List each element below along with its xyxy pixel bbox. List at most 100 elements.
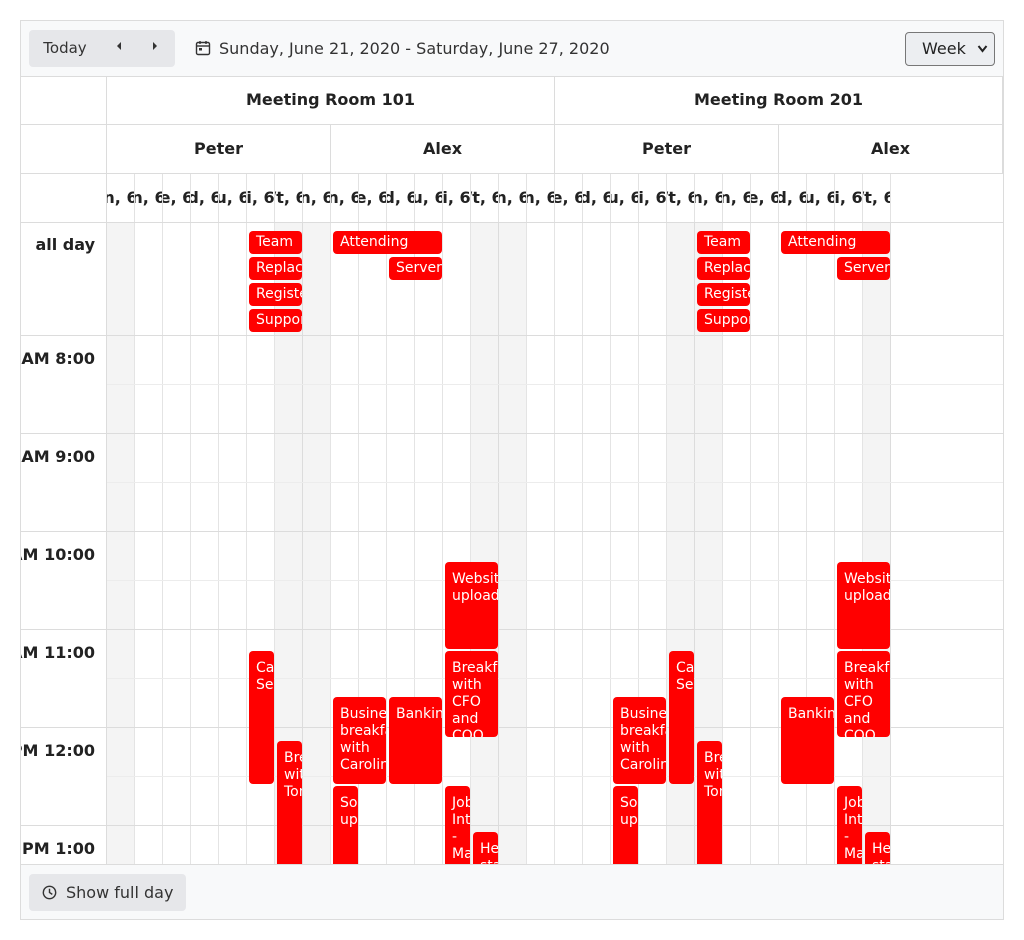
time-slot-label: 12:00 PM [21, 741, 95, 760]
resource-meeting-room-101: Meeting Room 101 [107, 76, 555, 124]
time-slot-label: 1:00 PM [21, 839, 95, 858]
today-button[interactable]: Today [43, 39, 87, 57]
day-column[interactable] [835, 223, 863, 864]
half-hour-line [107, 384, 1003, 385]
date-cell-label: /t, 6 [275, 188, 302, 207]
event-title: Replace [704, 260, 750, 276]
date-cell-label: i, 6 [639, 188, 667, 207]
date-cell-label: n, 6 [499, 188, 526, 207]
day-column[interactable] [583, 223, 611, 864]
day-column[interactable] [219, 223, 247, 864]
previous-button[interactable] [101, 30, 137, 67]
date-cell-label: d, 6 [387, 188, 414, 207]
show-full-day-button[interactable]: Show full day [29, 874, 186, 911]
toolbar: Today Sunday, June 21, 2020 - Saturday, … [21, 21, 1003, 77]
date-cell: /t, 6 [275, 174, 303, 222]
time-slot-label: 10:00 AM [21, 545, 95, 564]
date-cell-label: d, 6 [583, 188, 610, 207]
timed-event[interactable]: Website upload [445, 562, 498, 649]
half-hour-line [107, 580, 1003, 581]
date-cell-label: u, 6 [611, 188, 638, 207]
allday-event[interactable]: Server [837, 257, 890, 280]
allday-event[interactable]: Team [697, 231, 750, 254]
date-cell: e, 6 [751, 174, 779, 222]
allday-event[interactable]: Team [249, 231, 302, 254]
event-title: Server [844, 260, 890, 276]
day-column[interactable] [471, 223, 499, 864]
event-title: Business breakfast with Caroline [620, 705, 666, 773]
day-column[interactable] [555, 223, 583, 864]
date-cell-label: e, 6 [359, 188, 386, 207]
date-cell-label: /t, 6 [667, 188, 694, 207]
date-cell: n, 6 [695, 174, 723, 222]
date-cell: n, 6 [527, 174, 555, 222]
date-cell: n, 6 [499, 174, 527, 222]
event-title: Support [256, 312, 302, 328]
event-title: Attending [788, 234, 857, 250]
date-range-button[interactable]: Sunday, June 21, 2020 - Saturday, June 2… [195, 30, 610, 67]
allday-event[interactable]: Support [249, 309, 302, 332]
date-cell: n, 6 [135, 174, 163, 222]
time-slot-label: 8:00 AM [21, 349, 95, 368]
day-column[interactable] [443, 223, 471, 864]
show-full-day-label: Show full day [66, 883, 174, 902]
allday-event[interactable]: Attending [781, 231, 890, 254]
event-title: Support [704, 312, 750, 328]
timed-event[interactable]: Breakfast with CFO and COO [445, 650, 498, 737]
header-corner [21, 125, 107, 173]
timed-event[interactable]: Banking [389, 696, 442, 784]
day-column[interactable] [527, 223, 555, 864]
event-title: Banking [788, 705, 834, 722]
day-column[interactable] [107, 223, 135, 864]
timed-event[interactable]: Sort upd [613, 785, 638, 874]
allday-event[interactable]: Replace [697, 257, 750, 280]
day-column[interactable] [499, 223, 527, 864]
view-select[interactable]: Week [905, 32, 995, 66]
date-cell-label: /t, 6 [863, 188, 890, 207]
day-column[interactable] [191, 223, 219, 864]
timed-event[interactable]: Bre wit Tom [697, 740, 722, 874]
allday-event[interactable]: Replace [249, 257, 302, 280]
date-cell: n, 6 [303, 174, 331, 222]
caret-left-icon [117, 42, 121, 50]
person-peter: Peter [555, 125, 779, 173]
timed-event[interactable]: Job Inte - Ma Ste [445, 785, 470, 874]
half-hour-line [107, 776, 1003, 777]
day-column[interactable] [135, 223, 163, 864]
timed-event[interactable]: Bre wit Tom [277, 740, 302, 874]
day-column[interactable] [863, 223, 891, 864]
day-column[interactable] [303, 223, 331, 864]
time-column [21, 223, 107, 864]
timed-event[interactable]: Business breakfast with Caroline [333, 696, 386, 784]
timed-event[interactable]: Business breakfast with Caroline [613, 696, 666, 784]
date-cell: /t, 6 [667, 174, 695, 222]
footer: Show full day [21, 864, 1003, 919]
timed-event[interactable]: Sort upd [333, 785, 358, 874]
allday-event[interactable]: Register [697, 283, 750, 306]
timed-event[interactable]: Breakfast with CFO and COO [837, 650, 890, 737]
timed-event[interactable]: Car Ser [249, 650, 274, 784]
event-title: Website upload [844, 571, 890, 605]
timed-event[interactable]: Car Ser [669, 650, 694, 784]
clock-icon [42, 885, 57, 900]
date-cell: d, 6 [779, 174, 807, 222]
allday-event[interactable]: Support [697, 309, 750, 332]
date-cell-label: n, 6 [527, 188, 554, 207]
day-column[interactable] [163, 223, 191, 864]
date-cell: i, 6 [443, 174, 471, 222]
allday-event[interactable]: Attending [333, 231, 442, 254]
date-cell: d, 6 [191, 174, 219, 222]
date-cell-label: i, 6 [443, 188, 471, 207]
timed-event[interactable]: Website upload [837, 562, 890, 649]
next-button[interactable] [137, 30, 173, 67]
allday-event[interactable]: Server [389, 257, 442, 280]
event-title: Register [704, 286, 750, 302]
timed-event[interactable]: Banking [781, 696, 834, 784]
timed-event[interactable]: Job Inte - Ma Ste [837, 785, 862, 874]
allday-event[interactable]: Register [249, 283, 302, 306]
calendar-icon [195, 41, 211, 56]
day-column[interactable] [751, 223, 779, 864]
event-title: Server [396, 260, 442, 276]
resource-meeting-room-201: Meeting Room 201 [555, 76, 1003, 124]
date-cell: u, 6 [611, 174, 639, 222]
